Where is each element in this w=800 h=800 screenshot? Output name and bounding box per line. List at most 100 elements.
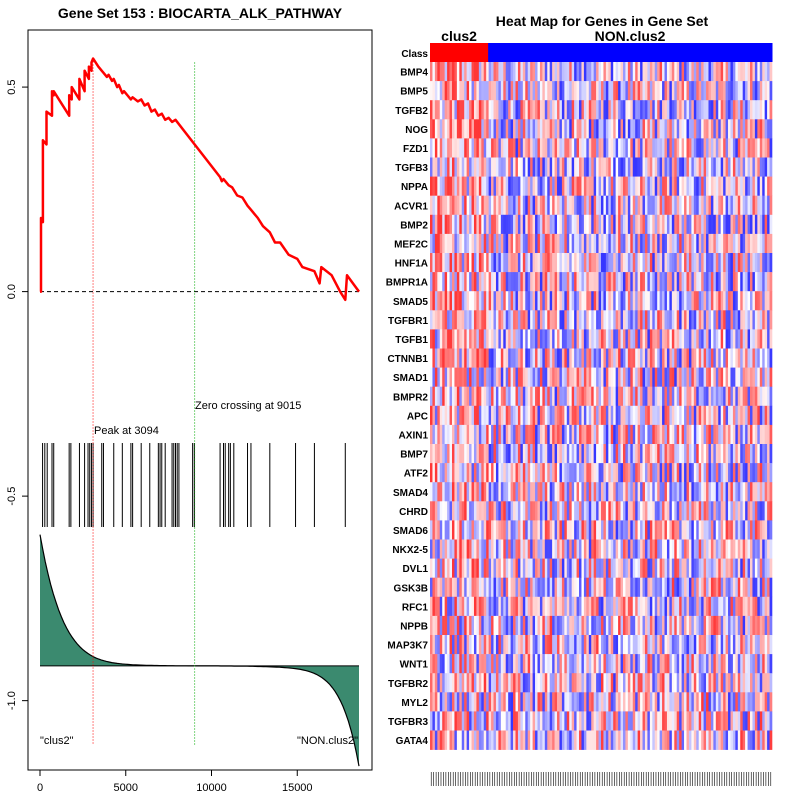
heatmap-cell	[510, 233, 514, 254]
heatmap-cell	[752, 348, 756, 368]
heatmap-cell	[662, 501, 665, 521]
heatmap-cell	[647, 119, 651, 139]
heatmap-cell	[696, 176, 700, 196]
heatmap-cell	[456, 539, 460, 559]
heatmap-cell	[720, 577, 724, 598]
heatmap-cell	[437, 214, 441, 235]
heatmap-cell	[767, 405, 770, 426]
heatmap-cell	[571, 253, 575, 273]
heatmap-cell	[549, 386, 553, 407]
heatmap-cell	[481, 482, 485, 502]
heatmap-cell	[662, 119, 665, 139]
heatmap-cell	[632, 291, 636, 311]
heatmap-cell	[530, 367, 533, 387]
heatmap-cell	[498, 348, 502, 368]
heatmap-cell	[728, 367, 731, 387]
heatmap-cell	[586, 138, 590, 158]
heatmap-cell	[466, 195, 470, 216]
heatmap-cell	[456, 501, 460, 521]
heatmap-cell	[706, 577, 709, 598]
heatmap-cell	[442, 730, 445, 750]
heatmap-cell	[622, 214, 626, 235]
heatmap-cell	[481, 386, 485, 407]
heatmap-cell	[637, 424, 641, 445]
heatmap-cell	[686, 444, 690, 464]
heatmap-cell	[461, 81, 465, 101]
heatmap-cell	[559, 81, 563, 101]
heatmap-cell	[517, 291, 521, 311]
heatmap-cell	[730, 214, 734, 235]
heatmap-cell	[469, 444, 472, 464]
heatmap-cell	[652, 214, 656, 235]
heatmap-cell	[510, 615, 514, 636]
heatmap-cell	[659, 195, 663, 216]
heatmap-cell	[688, 635, 692, 655]
heatmap-cell	[486, 635, 489, 655]
heatmap-cell	[588, 367, 592, 387]
heatmap-cell	[498, 272, 502, 292]
heatmap-cell	[569, 673, 572, 693]
heatmap-cell	[681, 157, 685, 177]
heatmap-cell	[464, 329, 467, 349]
heatmap-cell	[454, 577, 458, 598]
heatmap-cell	[732, 596, 736, 617]
heatmap-cell	[571, 711, 575, 731]
heatmap-cell	[615, 635, 619, 655]
heatmap-cell	[642, 253, 646, 273]
heatmap-cell	[757, 558, 761, 578]
heatmap-cell	[515, 673, 519, 693]
heatmap-cell	[686, 558, 690, 578]
heatmap-cell	[549, 463, 553, 483]
heatmap-cell	[525, 272, 529, 292]
heatmap-cell	[622, 329, 626, 349]
heatmap-cell	[549, 615, 553, 636]
heatmap-cell	[566, 195, 570, 216]
heatmap-cell	[706, 482, 709, 502]
heatmap-cell	[644, 501, 648, 521]
heatmap-cell	[759, 444, 763, 464]
heatmap-cell	[652, 596, 656, 617]
heatmap-cell	[583, 673, 587, 693]
heatmap-cell	[447, 386, 450, 407]
heatmap-cell	[723, 424, 726, 445]
heatmap-cell	[449, 62, 453, 82]
heatmap-cell	[566, 558, 570, 578]
heatmap-cell	[500, 501, 504, 521]
heatmap-cell	[498, 635, 502, 655]
heatmap-cell	[676, 329, 680, 349]
heatmap-cell	[539, 405, 543, 426]
heatmap-cell	[644, 233, 648, 254]
heatmap-cell	[557, 367, 560, 387]
heatmap-cell	[517, 62, 521, 82]
heatmap-cell	[473, 310, 477, 330]
heatmap-cell	[579, 367, 582, 387]
heatmap-cell	[515, 62, 519, 82]
heatmap-cell	[588, 501, 592, 521]
heatmap-cell	[740, 615, 743, 636]
heatmap-cell	[610, 673, 614, 693]
heatmap-cell	[430, 329, 433, 349]
heatmap-cell	[649, 367, 653, 387]
heatmap-cell	[703, 711, 707, 731]
heatmap-cell	[676, 405, 680, 426]
heatmap-cell	[488, 233, 492, 254]
heatmap-cell	[542, 596, 546, 617]
heatmap-cell	[486, 654, 489, 674]
heatmap-cell	[622, 463, 626, 483]
heatmap-cell	[593, 654, 597, 674]
heatmap-cell	[676, 577, 680, 598]
heatmap-cell	[576, 214, 580, 235]
heatmap-cell	[708, 577, 712, 598]
heatmap-cell	[654, 195, 658, 216]
heatmap-cell	[703, 482, 707, 502]
heatmap-cell	[527, 367, 531, 387]
heatmap-cell	[757, 176, 761, 196]
heatmap-cell	[454, 348, 458, 368]
heatmap-cell	[449, 520, 453, 540]
heatmap-cell	[620, 463, 624, 483]
heatmap-cell	[608, 635, 612, 655]
heatmap-cell	[762, 577, 765, 598]
heatmap-cell	[715, 635, 719, 655]
heatmap-cell	[476, 577, 480, 598]
heatmap-cell	[476, 539, 480, 559]
